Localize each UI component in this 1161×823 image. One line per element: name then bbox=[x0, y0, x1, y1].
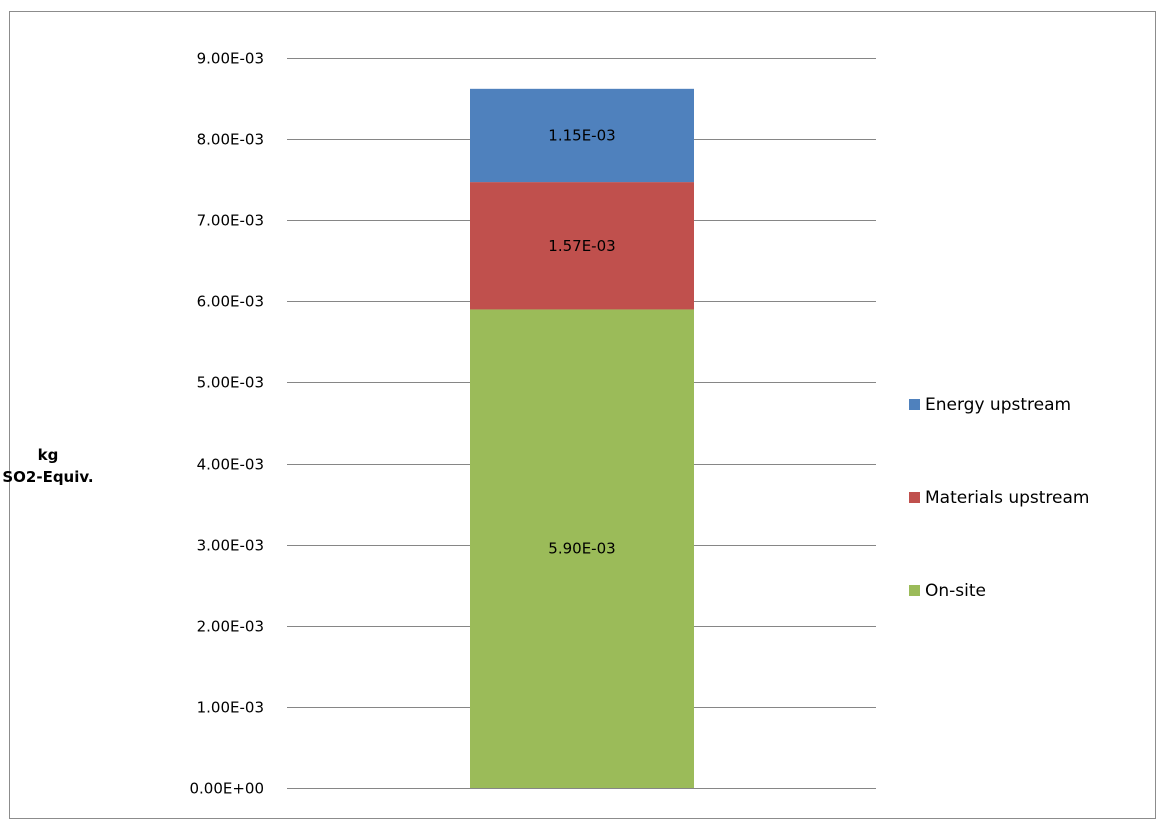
y-tick-label: 1.00E-03 bbox=[197, 699, 264, 717]
y-axis-label-line2: SO2-Equiv. bbox=[2, 468, 94, 486]
legend-swatch-energy-upstream bbox=[909, 399, 920, 410]
y-axis-label-line1: kg bbox=[37, 446, 59, 464]
y-tick-label: 7.00E-03 bbox=[197, 212, 264, 230]
y-axis-label: kg SO2-Equiv. bbox=[0, 444, 96, 488]
legend-label-on-site: On-site bbox=[925, 581, 986, 601]
legend-swatch-materials-upstream bbox=[909, 492, 920, 503]
data-label-on-site: 5.90E-03 bbox=[548, 540, 615, 558]
legend-label-energy-upstream: Energy upstream bbox=[925, 395, 1071, 415]
bar-segment-on-site bbox=[470, 309, 694, 788]
legend: Energy upstream Materials upstream On-site bbox=[909, 395, 1089, 601]
y-tick-label: 9.00E-03 bbox=[197, 50, 264, 68]
data-label-energy-upstream: 1.15E-03 bbox=[548, 126, 615, 144]
y-tick-label: 4.00E-03 bbox=[197, 456, 264, 474]
data-label-materials-upstream: 1.57E-03 bbox=[548, 237, 615, 255]
y-tick-label: 3.00E-03 bbox=[197, 537, 264, 555]
legend-swatch-on-site bbox=[909, 585, 920, 596]
bar-stack bbox=[470, 88, 694, 788]
y-tick-label: 8.00E-03 bbox=[197, 131, 264, 149]
legend-label-materials-upstream: Materials upstream bbox=[925, 488, 1089, 508]
y-tick-label: 6.00E-03 bbox=[197, 293, 264, 311]
y-tick-label: 0.00E+00 bbox=[189, 780, 264, 798]
bar-segment-energy-upstream bbox=[470, 88, 694, 183]
y-axis-ticks: 0.00E+00 1.00E-03 2.00E-03 3.00E-03 4.00E-03… bbox=[189, 50, 264, 798]
y-tick-label: 5.00E-03 bbox=[197, 374, 264, 392]
y-tick-label: 2.00E-03 bbox=[197, 618, 264, 636]
bar-segment-materials-upstream bbox=[470, 182, 694, 310]
data-labels: 5.90E-03 1.57E-03 1.15E-03 bbox=[548, 126, 615, 557]
